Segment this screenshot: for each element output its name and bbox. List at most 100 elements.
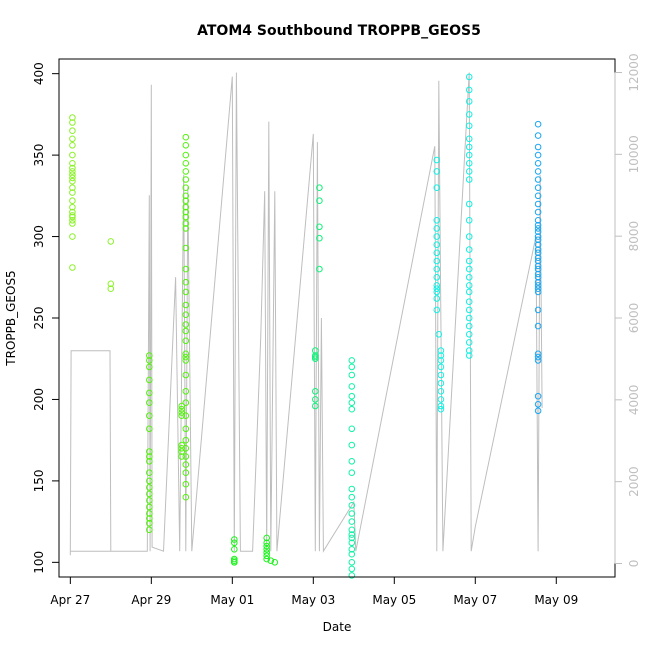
x-tick-label: May 03 bbox=[291, 593, 335, 607]
data-point bbox=[146, 515, 153, 522]
data-point bbox=[146, 469, 153, 477]
data-point bbox=[182, 184, 190, 191]
data-point bbox=[348, 363, 356, 371]
data-point bbox=[465, 160, 473, 167]
y-axis-label: TROPPB_GEOS5 bbox=[4, 270, 18, 366]
data-point bbox=[182, 192, 190, 200]
data-point bbox=[534, 200, 542, 208]
y-tick-label: 350 bbox=[32, 144, 46, 167]
data-point bbox=[534, 120, 542, 128]
data-point bbox=[178, 402, 185, 410]
data-point bbox=[534, 246, 542, 253]
data-point bbox=[263, 542, 271, 550]
data-point bbox=[178, 441, 185, 449]
data-point bbox=[348, 458, 356, 465]
data-point bbox=[231, 536, 238, 543]
data-point bbox=[534, 236, 542, 244]
data-point bbox=[107, 238, 115, 245]
data-point bbox=[69, 119, 76, 126]
data-point bbox=[263, 546, 271, 553]
data-point bbox=[182, 288, 190, 296]
data-point bbox=[69, 142, 76, 149]
data-point bbox=[182, 337, 190, 345]
data-point bbox=[465, 274, 473, 281]
data-point bbox=[534, 241, 542, 248]
plot-frame bbox=[58, 58, 616, 578]
data-point bbox=[348, 485, 356, 493]
data-point bbox=[182, 203, 190, 211]
data-point bbox=[69, 114, 76, 121]
data-point bbox=[465, 347, 473, 354]
data-point bbox=[465, 168, 473, 175]
data-point bbox=[437, 371, 445, 379]
data-point bbox=[534, 143, 542, 151]
data-point bbox=[182, 327, 190, 335]
data-point bbox=[182, 350, 190, 358]
data-point bbox=[69, 160, 76, 167]
data-point bbox=[69, 220, 76, 227]
data-point bbox=[69, 233, 76, 240]
data-point bbox=[534, 176, 542, 183]
data-point bbox=[146, 363, 153, 371]
data-point bbox=[312, 402, 319, 410]
data-point bbox=[433, 249, 441, 257]
data-point bbox=[433, 225, 441, 232]
data-point bbox=[182, 425, 190, 433]
data-point bbox=[534, 233, 542, 240]
data-point bbox=[433, 306, 441, 314]
data-point bbox=[465, 339, 473, 346]
data-point bbox=[534, 407, 542, 415]
data-point bbox=[433, 241, 441, 248]
data-point bbox=[465, 86, 473, 94]
data-point bbox=[271, 559, 279, 566]
data-point bbox=[437, 363, 445, 371]
data-point bbox=[316, 234, 323, 242]
data-point bbox=[182, 469, 190, 477]
altitude-line bbox=[69, 72, 543, 556]
data-point bbox=[348, 518, 356, 525]
data-point bbox=[348, 469, 356, 477]
data-point bbox=[182, 176, 190, 183]
data-point bbox=[437, 402, 445, 410]
data-point bbox=[465, 151, 473, 159]
data-point bbox=[348, 572, 356, 579]
data-point bbox=[312, 388, 319, 395]
altitude-series bbox=[69, 72, 543, 556]
data-point bbox=[465, 257, 473, 265]
data-point bbox=[534, 225, 542, 232]
data-point bbox=[312, 347, 319, 354]
data-point bbox=[182, 213, 190, 221]
y2-tick-label: 4000 bbox=[627, 385, 641, 416]
x-axis-label: Date bbox=[323, 620, 352, 634]
data-point bbox=[267, 557, 275, 565]
data-point bbox=[182, 371, 190, 379]
data-point bbox=[433, 184, 441, 191]
data-point bbox=[465, 200, 473, 208]
data-point bbox=[182, 357, 190, 364]
data-point bbox=[348, 425, 356, 433]
data-point bbox=[146, 458, 153, 465]
data-point bbox=[69, 151, 76, 159]
data-point bbox=[182, 321, 190, 328]
y2-tick-label: 12000 bbox=[627, 53, 641, 91]
data-point bbox=[146, 510, 153, 517]
data-point bbox=[182, 197, 190, 204]
data-point bbox=[534, 160, 542, 167]
data-point bbox=[146, 519, 153, 527]
data-point bbox=[348, 534, 356, 542]
data-point bbox=[435, 331, 443, 338]
data-point bbox=[182, 151, 190, 159]
data-point bbox=[534, 285, 542, 293]
data-point bbox=[316, 184, 323, 191]
data-point bbox=[69, 171, 76, 178]
data-point bbox=[534, 353, 542, 361]
data-point bbox=[534, 192, 542, 200]
data-point bbox=[182, 244, 190, 252]
data-point bbox=[182, 353, 190, 361]
data-point bbox=[433, 282, 441, 289]
data-point bbox=[534, 221, 542, 229]
y-tick-label: 250 bbox=[32, 307, 46, 330]
data-point bbox=[182, 208, 190, 216]
data-point bbox=[465, 217, 473, 224]
